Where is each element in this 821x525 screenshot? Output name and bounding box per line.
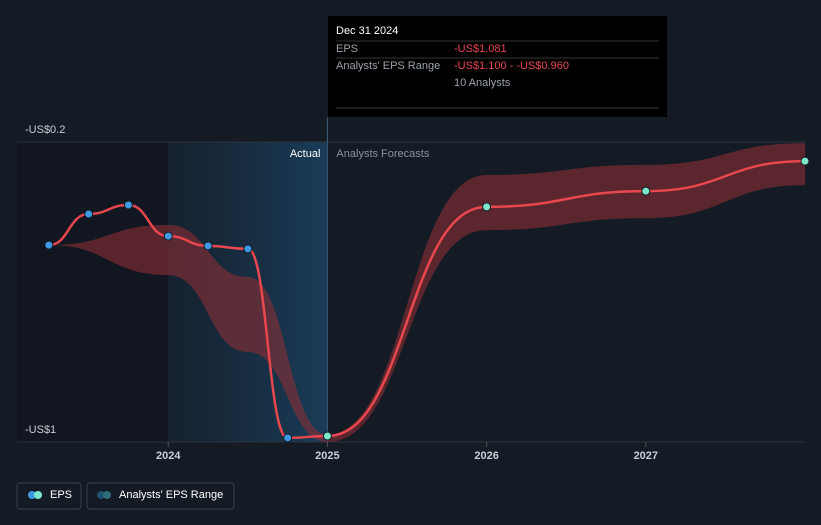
past-shade xyxy=(17,142,168,442)
tooltip-date: Dec 31 2024 xyxy=(336,25,398,37)
point xyxy=(203,241,213,251)
tooltip-range-label: Analysts' EPS Range xyxy=(336,60,440,72)
legend-item[interactable] xyxy=(86,482,235,510)
point xyxy=(243,244,253,254)
y-tick-label: -US$0.2 xyxy=(25,124,65,136)
x-tick-label: 2025 xyxy=(315,450,339,462)
range-area xyxy=(48,224,328,442)
legend-item[interactable] xyxy=(16,482,82,510)
point xyxy=(322,431,332,441)
tooltip-eps-value: -US$1.081 xyxy=(454,43,507,55)
actual-label: Actual xyxy=(290,148,321,160)
tooltip-analysts: 10 Analysts xyxy=(454,77,511,89)
y-tick-label: -US$1 xyxy=(25,424,56,436)
point xyxy=(163,231,173,241)
tooltip-range-value: -US$1.100 - -US$0.960 xyxy=(454,60,569,72)
range-area xyxy=(327,143,805,442)
tooltip: Dec 31 2024 EPS -US$1.081 Analysts' EPS … xyxy=(328,16,667,117)
point xyxy=(84,209,94,219)
legend-swatch xyxy=(34,491,42,499)
line xyxy=(48,203,328,440)
forecast-label: Analysts Forecasts xyxy=(336,148,429,160)
legend-label: Analysts' EPS Range xyxy=(119,489,223,501)
tooltip-eps-label: EPS xyxy=(336,43,358,55)
legend-label: EPS xyxy=(50,489,72,501)
point xyxy=(482,202,492,212)
x-tick-label: 2027 xyxy=(634,450,658,462)
x-tick-label: 2026 xyxy=(474,450,498,462)
x-tick-label: 2024 xyxy=(156,450,181,462)
legend-swatch xyxy=(97,491,105,499)
point xyxy=(641,186,651,196)
point xyxy=(123,200,133,210)
legend: EPS Analysts' EPS Range xyxy=(16,482,235,510)
point xyxy=(283,433,293,443)
line xyxy=(327,159,806,438)
point xyxy=(44,240,54,250)
legend-swatch xyxy=(103,491,111,499)
point xyxy=(800,156,810,166)
tooltip-box xyxy=(328,16,667,117)
legend-swatch xyxy=(28,491,36,499)
